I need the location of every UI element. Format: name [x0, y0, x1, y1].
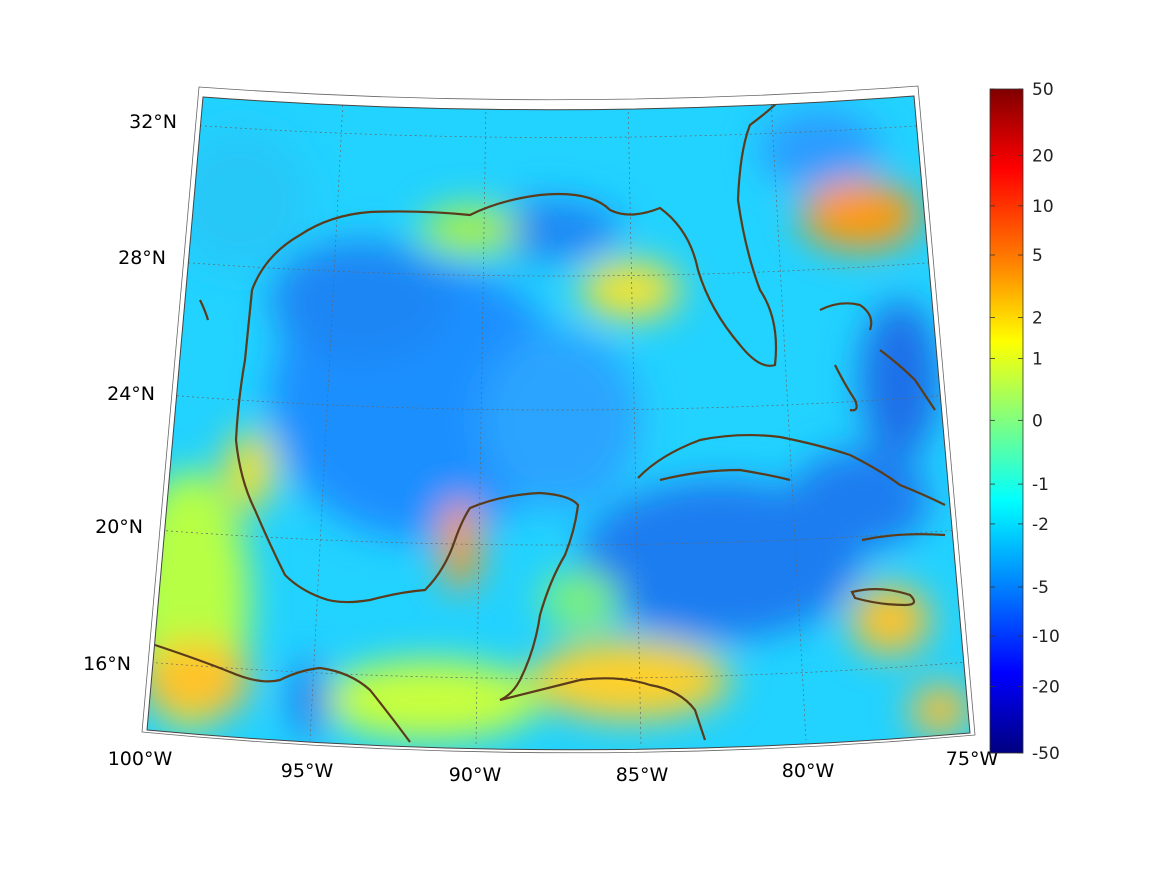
colorbar-tick-label: 20 [1032, 146, 1054, 166]
lon-tick-label: 85°W [616, 764, 669, 786]
lat-tick-label: 32°N [129, 111, 177, 133]
parallel-16n [147, 661, 969, 679]
parallel-32n [189, 124, 931, 138]
colorbar-tick-label: 1 [1032, 350, 1043, 370]
colorbar-tick-label: 5 [1032, 246, 1043, 266]
map-frame-outer [141, 85, 976, 754]
lon-tick-label: 90°W [449, 764, 502, 786]
lon-tick-label: 75°W [946, 748, 999, 770]
lat-tick-label: 16°N [83, 653, 131, 675]
colorbar-tick-label: -1 [1032, 475, 1049, 495]
colorbar-gradient [989, 88, 1024, 754]
lat-tick-label: 28°N [118, 247, 166, 269]
map-graticule [147, 99, 969, 746]
lon-tick-label: 80°W [782, 760, 835, 782]
colorbar-tick-label: 0 [1032, 411, 1043, 431]
colorbar-tick-label: -2 [1032, 515, 1049, 535]
meridian-85w [627, 101, 642, 746]
colorbar-tick-label: -20 [1032, 678, 1060, 698]
parallel-28n [177, 261, 941, 277]
map-data-field [147, 96, 970, 750]
coastline [154, 99, 946, 743]
lat-tick-label: 24°N [107, 383, 155, 405]
colorbar-tick-label: -10 [1032, 627, 1060, 647]
lon-tick-label: 100°W [108, 748, 173, 770]
colorbar-tick-label: 50 [1032, 80, 1054, 100]
meridian-80w [770, 99, 807, 741]
colorbar-tick-label: 10 [1032, 197, 1054, 217]
lon-tick-label: 95°W [281, 760, 334, 782]
colorbar-tick-label: -50 [1032, 744, 1060, 764]
colorbar-tick-label: -5 [1032, 578, 1049, 598]
map-frame [146, 95, 971, 751]
meridian-95w [309, 99, 344, 741]
parallel-24n [166, 394, 951, 411]
lat-tick-label: 20°N [95, 516, 143, 538]
parallel-20n [155, 529, 959, 546]
meridian-90w [475, 101, 487, 746]
colorbar-tick-label: 2 [1032, 308, 1043, 328]
